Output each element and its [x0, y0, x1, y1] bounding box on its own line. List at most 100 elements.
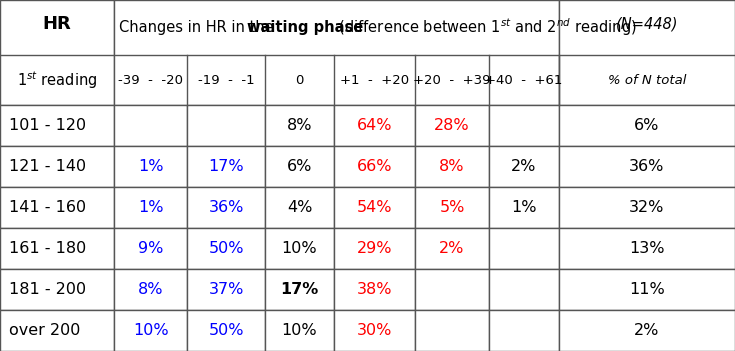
- Text: 101 - 120: 101 - 120: [9, 118, 86, 133]
- Bar: [265, 310, 334, 351]
- Text: 54%: 54%: [357, 200, 392, 215]
- Bar: [489, 105, 559, 146]
- Bar: [114, 269, 187, 310]
- Bar: [265, 269, 334, 310]
- Text: 50%: 50%: [208, 241, 244, 256]
- Text: 0: 0: [295, 73, 304, 87]
- Text: 17%: 17%: [280, 282, 319, 297]
- Text: 38%: 38%: [357, 282, 392, 297]
- Text: 66%: 66%: [357, 159, 392, 174]
- Bar: [559, 105, 735, 146]
- Bar: [334, 228, 415, 269]
- Bar: [0, 228, 114, 269]
- Bar: [334, 105, 415, 146]
- Bar: [334, 187, 415, 228]
- Text: 121 - 140: 121 - 140: [9, 159, 86, 174]
- Text: -39  -  -20: -39 - -20: [118, 73, 183, 87]
- Bar: [187, 269, 265, 310]
- Text: 9%: 9%: [138, 241, 163, 256]
- Text: 36%: 36%: [629, 159, 664, 174]
- Bar: [114, 310, 187, 351]
- Text: 10%: 10%: [282, 323, 318, 338]
- Bar: [114, 105, 187, 146]
- Text: Changes in HR in the: Changes in HR in the: [118, 20, 278, 35]
- Bar: [559, 0, 735, 105]
- Bar: [0, 269, 114, 310]
- Bar: [265, 187, 334, 228]
- Text: 10%: 10%: [133, 323, 168, 338]
- Bar: [415, 187, 489, 228]
- Bar: [489, 310, 559, 351]
- Bar: [0, 187, 114, 228]
- Text: 1%: 1%: [511, 200, 537, 215]
- Text: 5%: 5%: [440, 200, 465, 215]
- Text: 11%: 11%: [629, 282, 664, 297]
- Bar: [334, 146, 415, 187]
- Bar: [415, 146, 489, 187]
- Text: 32%: 32%: [629, 200, 664, 215]
- Text: 141 - 160: 141 - 160: [9, 200, 86, 215]
- Bar: [559, 269, 735, 310]
- Text: (difference between 1$^{st}$ and 2$^{nd}$ reading): (difference between 1$^{st}$ and 2$^{nd}…: [334, 16, 637, 38]
- Bar: [559, 310, 735, 351]
- Bar: [0, 105, 114, 146]
- Text: 64%: 64%: [357, 118, 392, 133]
- Text: % of N total: % of N total: [608, 73, 686, 87]
- Text: 4%: 4%: [287, 200, 312, 215]
- Text: 161 - 180: 161 - 180: [9, 241, 86, 256]
- Text: 2%: 2%: [511, 159, 537, 174]
- Text: 17%: 17%: [208, 159, 244, 174]
- Text: 37%: 37%: [208, 282, 244, 297]
- Text: 1%: 1%: [138, 159, 163, 174]
- Text: +20  -  +39: +20 - +39: [413, 73, 491, 87]
- Bar: [334, 269, 415, 310]
- Text: 1%: 1%: [138, 200, 163, 215]
- Bar: [0, 310, 114, 351]
- Bar: [187, 187, 265, 228]
- Text: waiting phase: waiting phase: [247, 20, 363, 35]
- Bar: [114, 187, 187, 228]
- Bar: [0, 146, 114, 187]
- Text: 10%: 10%: [282, 241, 318, 256]
- Bar: [334, 310, 415, 351]
- Text: HR: HR: [43, 15, 71, 33]
- Text: 13%: 13%: [629, 241, 664, 256]
- Bar: [415, 228, 489, 269]
- Bar: [114, 0, 559, 105]
- Text: 6%: 6%: [287, 159, 312, 174]
- Text: 2%: 2%: [634, 323, 659, 338]
- Text: 28%: 28%: [434, 118, 470, 133]
- Bar: [489, 187, 559, 228]
- Text: 181 - 200: 181 - 200: [9, 282, 86, 297]
- Bar: [559, 228, 735, 269]
- Bar: [265, 146, 334, 187]
- Text: 6%: 6%: [634, 118, 659, 133]
- Bar: [265, 105, 334, 146]
- Text: 8%: 8%: [138, 282, 163, 297]
- Text: 29%: 29%: [357, 241, 392, 256]
- Bar: [415, 310, 489, 351]
- Bar: [187, 146, 265, 187]
- Bar: [187, 310, 265, 351]
- Bar: [114, 228, 187, 269]
- Bar: [559, 187, 735, 228]
- Text: 30%: 30%: [357, 323, 392, 338]
- Text: 1$^{st}$ reading: 1$^{st}$ reading: [17, 69, 97, 91]
- Bar: [114, 146, 187, 187]
- Text: 2%: 2%: [440, 241, 465, 256]
- Bar: [489, 228, 559, 269]
- Bar: [0, 0, 114, 105]
- Bar: [489, 146, 559, 187]
- Bar: [187, 105, 265, 146]
- Text: 36%: 36%: [208, 200, 244, 215]
- Text: +1  -  +20: +1 - +20: [340, 73, 409, 87]
- Text: 8%: 8%: [287, 118, 312, 133]
- Text: -19  -  -1: -19 - -1: [198, 73, 254, 87]
- Text: 50%: 50%: [208, 323, 244, 338]
- Text: 8%: 8%: [440, 159, 465, 174]
- Bar: [489, 269, 559, 310]
- Bar: [187, 228, 265, 269]
- Bar: [265, 228, 334, 269]
- Text: +40  -  +61: +40 - +61: [485, 73, 562, 87]
- Text: over 200: over 200: [9, 323, 80, 338]
